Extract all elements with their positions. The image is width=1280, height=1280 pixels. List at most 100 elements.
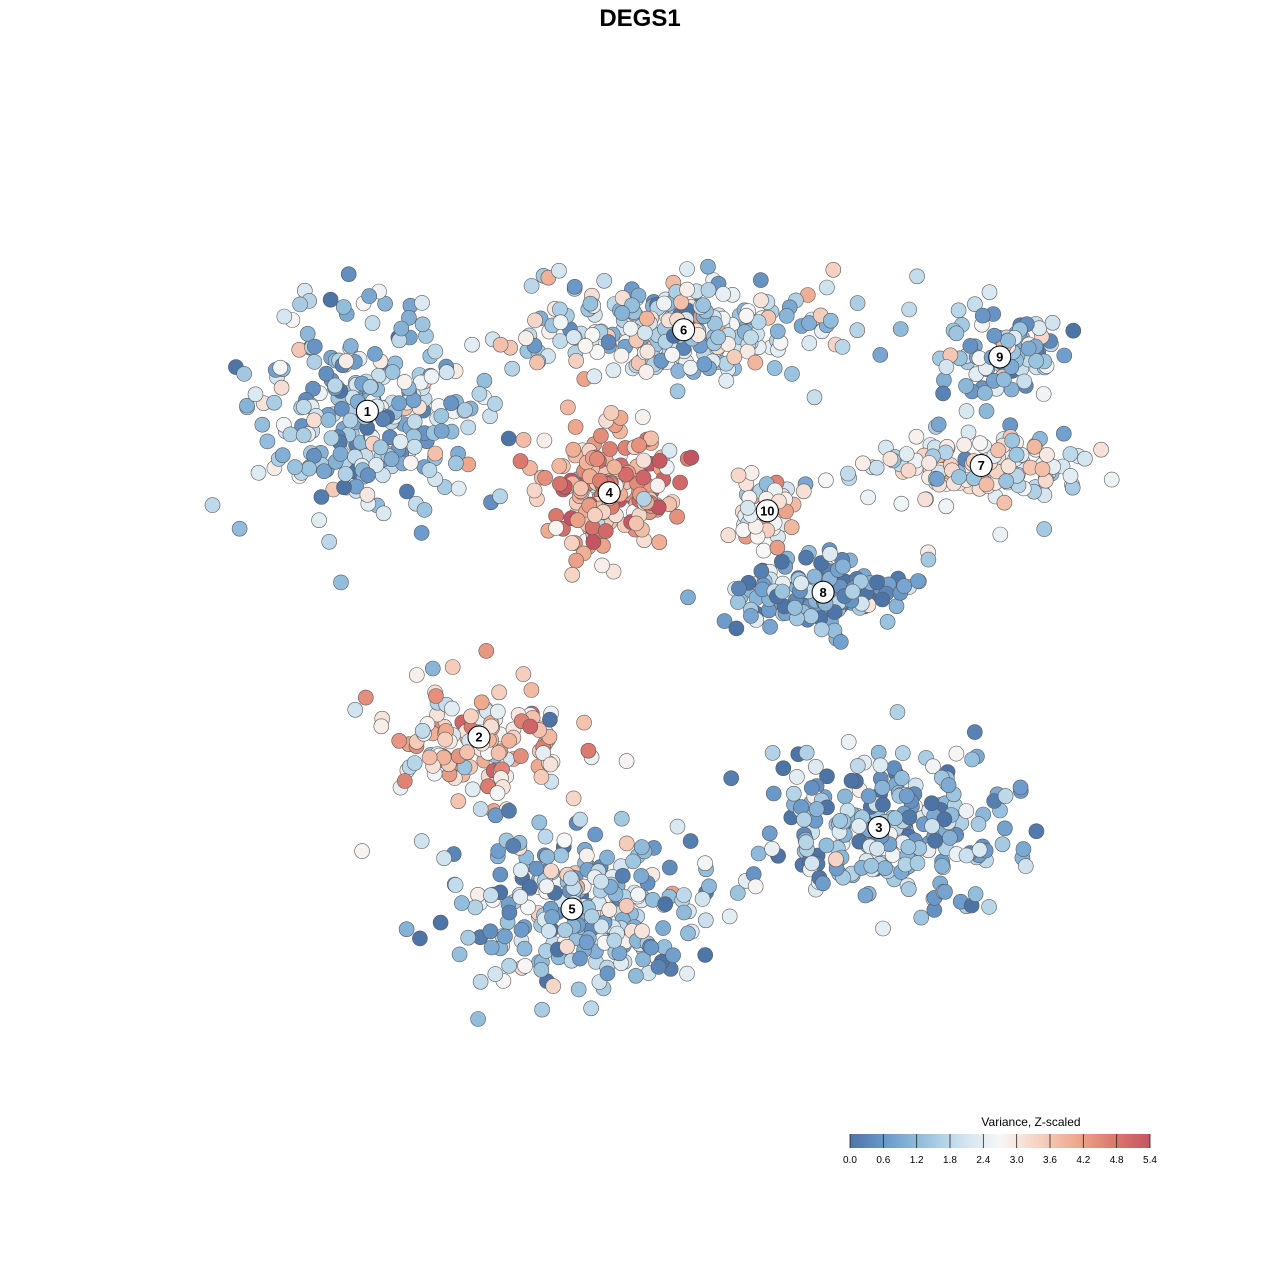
cell-point	[585, 534, 602, 550]
cell-point	[457, 402, 473, 418]
cell-point	[459, 744, 476, 761]
cell-point	[840, 465, 856, 482]
cell-point	[785, 785, 802, 802]
cell-point	[849, 758, 866, 774]
cell-point	[402, 455, 419, 471]
cell-point	[730, 594, 746, 610]
cluster-label-badge	[467, 725, 491, 749]
cell-point	[599, 849, 615, 866]
cell-point	[565, 790, 582, 807]
cell-point	[306, 354, 323, 370]
cell-point	[925, 758, 941, 775]
cell-point	[990, 442, 1006, 459]
cell-point	[372, 439, 389, 456]
cell-point	[669, 818, 686, 835]
cell-point	[900, 881, 917, 898]
cell-point	[795, 483, 812, 500]
cell-point	[822, 312, 839, 329]
cell-point	[679, 281, 695, 298]
cell-point	[750, 845, 767, 862]
cell-point	[910, 573, 926, 589]
cell-point	[798, 549, 814, 566]
cell-point	[512, 453, 529, 469]
cell-point	[986, 327, 1003, 344]
cell-point	[396, 773, 413, 789]
cell-point	[908, 428, 925, 445]
cell-point	[518, 330, 534, 347]
cell-point	[793, 575, 809, 592]
cell-point	[340, 266, 357, 283]
cell-point	[682, 833, 699, 849]
cell-point	[743, 465, 760, 481]
cell-point	[505, 838, 522, 854]
cell-point	[443, 395, 459, 412]
cell-point	[697, 912, 714, 929]
cell-point	[460, 929, 477, 946]
cell-point	[543, 863, 559, 879]
cell-point	[513, 922, 530, 938]
cell-point	[631, 437, 647, 454]
cell-point	[398, 921, 415, 938]
cell-point	[633, 868, 650, 884]
cell-point	[1000, 332, 1016, 349]
cell-point	[559, 938, 575, 955]
cell-point	[545, 978, 562, 994]
colorbar-tick-label: 0.0	[843, 1155, 857, 1166]
cell-point	[900, 462, 917, 479]
cell-point	[599, 965, 616, 982]
cell-point	[942, 830, 958, 846]
cell-point	[605, 362, 622, 379]
cell-point	[1044, 314, 1061, 331]
cell-point	[923, 795, 940, 812]
cell-point	[869, 840, 885, 857]
cell-point	[806, 389, 823, 406]
cell-point	[940, 777, 957, 794]
cell-point	[996, 494, 1013, 511]
cell-point	[347, 701, 364, 718]
cell-point	[664, 346, 681, 363]
cell-point	[513, 748, 529, 764]
cell-point	[773, 553, 790, 570]
cell-point	[463, 708, 479, 725]
cell-point	[335, 299, 352, 315]
cell-point	[470, 1011, 486, 1027]
cell-point	[682, 359, 699, 376]
colorbar-legend: Variance, Z-scaled 0.0 0.6 1.2 1.8 2.4 3.0 3.6…	[843, 1115, 1157, 1166]
cell-point	[517, 958, 533, 974]
cell-point	[321, 533, 338, 550]
cell-point	[752, 272, 769, 288]
cell-point	[913, 909, 930, 926]
cell-point	[808, 801, 825, 817]
cell-point	[357, 689, 374, 706]
cell-point	[844, 583, 861, 600]
cell-point	[533, 961, 550, 978]
cell-point	[552, 476, 568, 492]
cell-point	[625, 853, 641, 870]
cell-point	[784, 366, 800, 382]
cell-point	[565, 441, 582, 458]
cell-point	[1020, 340, 1037, 357]
cell-point	[636, 491, 652, 507]
cluster-label-text: 3	[875, 820, 882, 835]
cell-point	[889, 704, 906, 720]
cell-point	[472, 801, 489, 817]
cell-point	[924, 818, 940, 835]
cell-point	[898, 446, 915, 462]
cell-point	[843, 772, 860, 789]
cell-point	[888, 598, 905, 615]
cell-point	[834, 339, 851, 355]
cell-point	[453, 895, 470, 911]
cell-point	[354, 843, 370, 859]
cell-point	[673, 294, 689, 311]
cluster-label: 1	[355, 399, 379, 423]
cell-point	[927, 833, 944, 849]
cluster-label-badge	[755, 499, 779, 523]
cell-point	[291, 341, 308, 358]
cell-point	[832, 812, 848, 829]
cell-point	[489, 703, 506, 720]
cell-point	[695, 297, 712, 314]
cluster-label-text: 9	[996, 349, 1003, 364]
cell-point	[1039, 447, 1055, 463]
cell-point	[473, 694, 490, 711]
cell-point	[948, 745, 965, 762]
